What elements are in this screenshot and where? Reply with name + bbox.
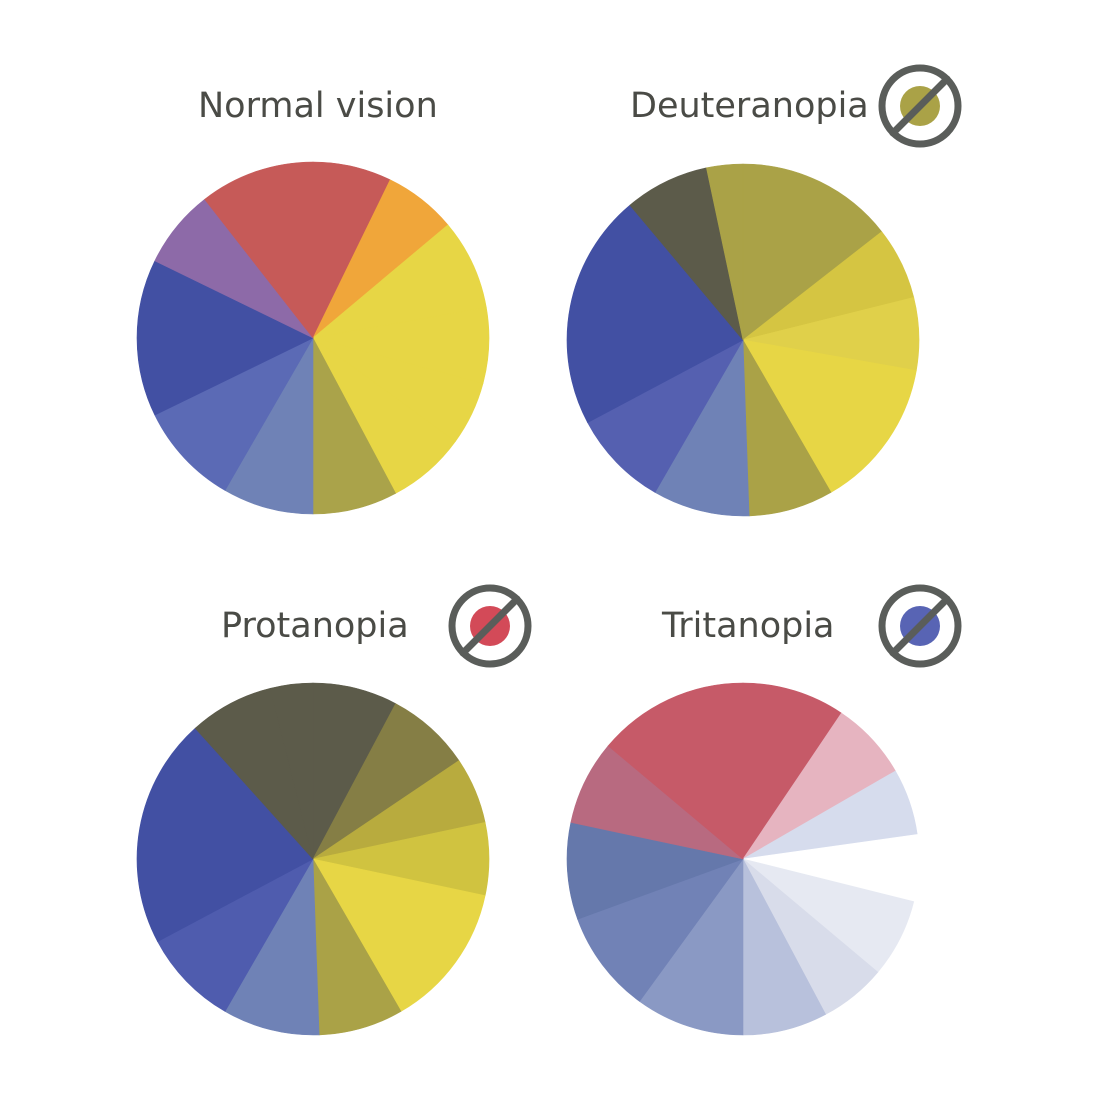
pie-slice xyxy=(577,858,744,1002)
panel-title: Normal vision xyxy=(198,86,438,126)
pie-slice xyxy=(742,339,917,493)
ring xyxy=(448,584,532,668)
pie-slice xyxy=(566,822,745,920)
pie-slice xyxy=(566,204,744,424)
slash xyxy=(459,595,521,657)
pie-chart xyxy=(566,682,920,1036)
pie-slice xyxy=(224,336,314,515)
pie-slice xyxy=(311,224,487,339)
slash xyxy=(889,595,951,657)
panel-title: Protanopia xyxy=(221,606,409,646)
pie-chart xyxy=(136,682,490,1036)
no-green-icon xyxy=(878,64,962,148)
pie-slice xyxy=(742,163,883,341)
pie-slice xyxy=(154,337,314,491)
pie-slice xyxy=(136,260,314,416)
no-blue-icon xyxy=(878,584,962,668)
pie-slice xyxy=(270,682,314,860)
pie-slice xyxy=(312,858,486,1012)
pie-chart xyxy=(566,163,920,517)
pie-slice xyxy=(224,857,320,1036)
ring xyxy=(878,584,962,668)
pie-slice xyxy=(706,163,744,341)
slash xyxy=(889,75,951,137)
pie-slice xyxy=(639,858,744,1036)
pie-slice xyxy=(204,161,314,339)
pie-slice xyxy=(136,727,314,943)
panel-title: Deuteranopia xyxy=(630,86,869,126)
pie-chart xyxy=(136,161,490,515)
panel-title: Tritanopia xyxy=(662,606,835,646)
ring xyxy=(878,64,962,148)
pie-slice xyxy=(742,682,842,860)
pie-slice xyxy=(157,858,314,1012)
no-red-icon xyxy=(448,584,532,668)
pie-slice xyxy=(607,682,744,860)
pie-slice xyxy=(654,338,750,517)
pie-slice xyxy=(587,339,744,493)
